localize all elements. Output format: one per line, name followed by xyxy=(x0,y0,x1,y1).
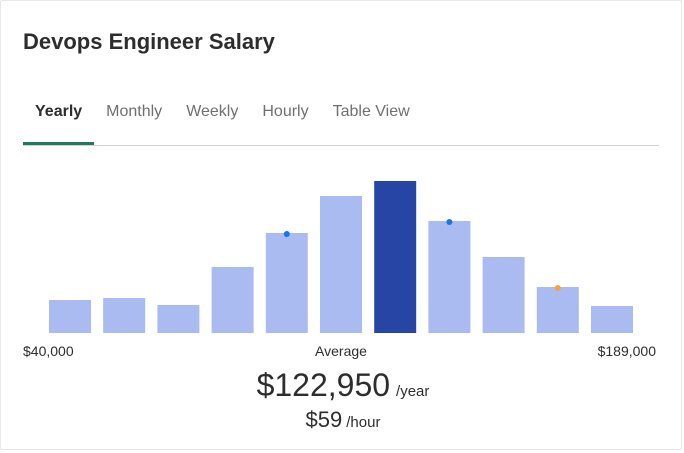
histogram-bar[interactable] xyxy=(482,257,525,333)
hourly-unit: /hour xyxy=(346,414,381,431)
histogram-bar[interactable] xyxy=(157,305,200,333)
average-yearly-salary: $122,950/year xyxy=(1,367,684,404)
range-low-label: $40,000 xyxy=(23,343,74,359)
histogram-bar-average[interactable] xyxy=(374,181,417,333)
histogram-bar[interactable] xyxy=(211,267,254,333)
histogram-bar[interactable] xyxy=(265,233,308,333)
page-title: Devops Engineer Salary xyxy=(23,29,275,54)
average-label: Average xyxy=(315,343,367,359)
hourly-amount: $59 xyxy=(305,407,343,432)
histogram-bar[interactable] xyxy=(103,298,146,333)
histogram-bar[interactable] xyxy=(320,196,362,333)
histogram-bar[interactable] xyxy=(428,221,471,333)
tab-weekly[interactable]: Weekly xyxy=(186,103,239,120)
tab-monthly[interactable]: Monthly xyxy=(106,103,163,120)
tab-table-view[interactable]: Table View xyxy=(332,103,410,120)
tab-yearly[interactable]: Yearly xyxy=(23,93,95,145)
yearly-unit: /year xyxy=(396,383,430,400)
period-tabs: Yearly Monthly Weekly Hourly Table View xyxy=(23,93,659,146)
histogram-marker-dot xyxy=(283,231,290,237)
yearly-amount: $122,950 xyxy=(256,367,391,403)
average-hourly-salary: $59/hour xyxy=(1,407,684,433)
histogram-marker-dot xyxy=(446,219,453,225)
histogram-bar[interactable] xyxy=(536,287,579,333)
histogram-marker-dot xyxy=(554,285,561,291)
range-high-label: $189,000 xyxy=(597,343,656,359)
histogram-bar[interactable] xyxy=(591,306,633,333)
tab-hourly[interactable]: Hourly xyxy=(262,103,309,120)
histogram-bar[interactable] xyxy=(49,300,91,333)
